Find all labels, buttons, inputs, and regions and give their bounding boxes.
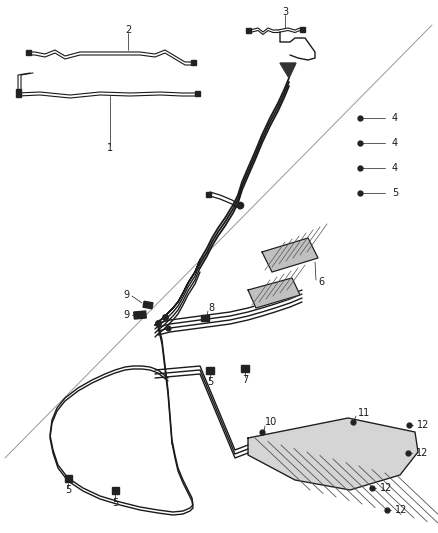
- Text: 12: 12: [380, 483, 392, 493]
- Text: 6: 6: [318, 277, 324, 287]
- Text: 5: 5: [112, 498, 118, 508]
- Polygon shape: [280, 63, 296, 78]
- Bar: [112, 487, 119, 494]
- Polygon shape: [262, 238, 318, 272]
- Text: 5: 5: [207, 377, 213, 387]
- Bar: [206, 367, 214, 374]
- Text: 12: 12: [417, 420, 429, 430]
- Bar: [25, 50, 31, 54]
- Bar: [134, 311, 146, 319]
- Text: 4: 4: [392, 163, 398, 173]
- Bar: [194, 91, 199, 95]
- Bar: [15, 89, 21, 97]
- Text: 11: 11: [358, 408, 370, 418]
- Bar: [300, 27, 304, 31]
- Text: 5: 5: [392, 188, 398, 198]
- Bar: [64, 474, 71, 481]
- Bar: [205, 191, 211, 197]
- Text: 3: 3: [282, 7, 288, 17]
- Text: 8: 8: [208, 303, 214, 313]
- Text: 2: 2: [125, 25, 131, 35]
- Text: 1: 1: [107, 143, 113, 153]
- Text: 10: 10: [265, 417, 277, 427]
- Text: 4: 4: [392, 138, 398, 148]
- Bar: [191, 60, 195, 64]
- Text: 12: 12: [416, 448, 428, 458]
- Text: 9: 9: [124, 310, 130, 320]
- Text: 9: 9: [124, 290, 130, 300]
- Bar: [246, 28, 251, 33]
- Text: 12: 12: [395, 505, 407, 515]
- Polygon shape: [248, 418, 418, 490]
- Text: 7: 7: [242, 375, 248, 385]
- Bar: [201, 315, 209, 321]
- Polygon shape: [248, 278, 300, 308]
- Text: 4: 4: [392, 113, 398, 123]
- Bar: [241, 365, 249, 372]
- Bar: [143, 301, 153, 309]
- Text: 5: 5: [65, 485, 71, 495]
